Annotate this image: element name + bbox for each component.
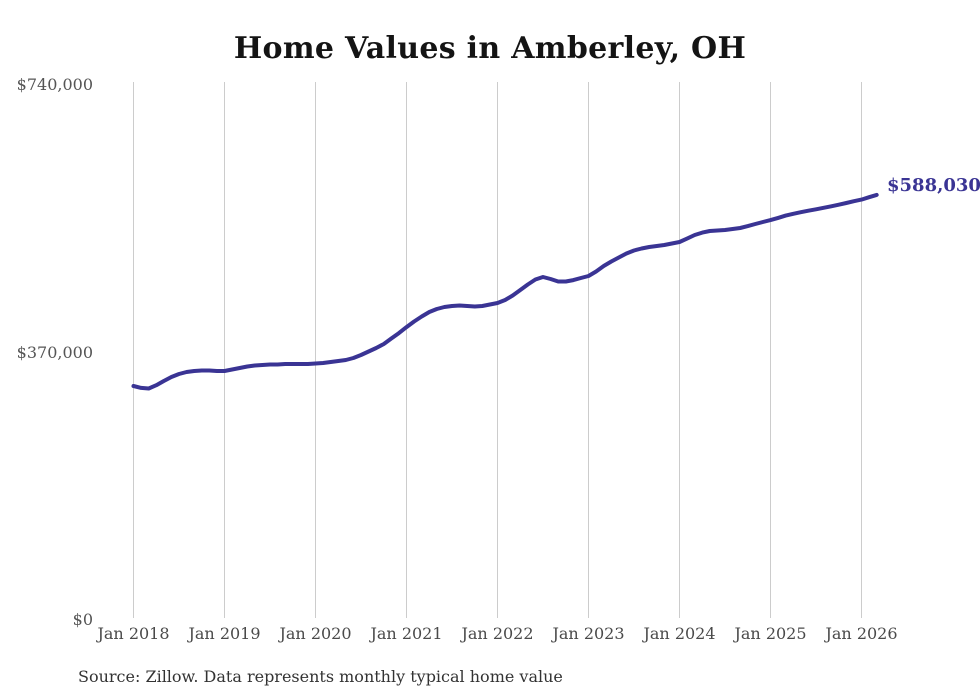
y-tick-label: $740,000: [16, 75, 93, 94]
x-tick-label: Jan 2023: [552, 624, 625, 643]
home-value-line: [131, 192, 879, 391]
y-tick-label: $370,000: [16, 342, 93, 362]
x-tick-label: Jan 2026: [825, 624, 898, 643]
x-tick-label: Jan 2024: [643, 624, 716, 643]
x-tick-label: Jan 2018: [97, 624, 170, 643]
gridlines: [133, 82, 862, 618]
x-tick-label: Jan 2025: [734, 624, 807, 643]
x-tick-label: Jan 2022: [461, 624, 534, 643]
chart-title: Home Values in Amberley, OH: [233, 31, 747, 66]
latest-value-label: $588,030: [887, 175, 980, 196]
source-note: Source: Zillow. Data represents monthly …: [78, 667, 563, 686]
x-tick-label: Jan 2019: [188, 624, 261, 643]
x-tick-label: Jan 2020: [279, 624, 352, 643]
x-tick-label: Jan 2021: [370, 624, 443, 643]
y-tick-label: $0: [72, 610, 93, 629]
